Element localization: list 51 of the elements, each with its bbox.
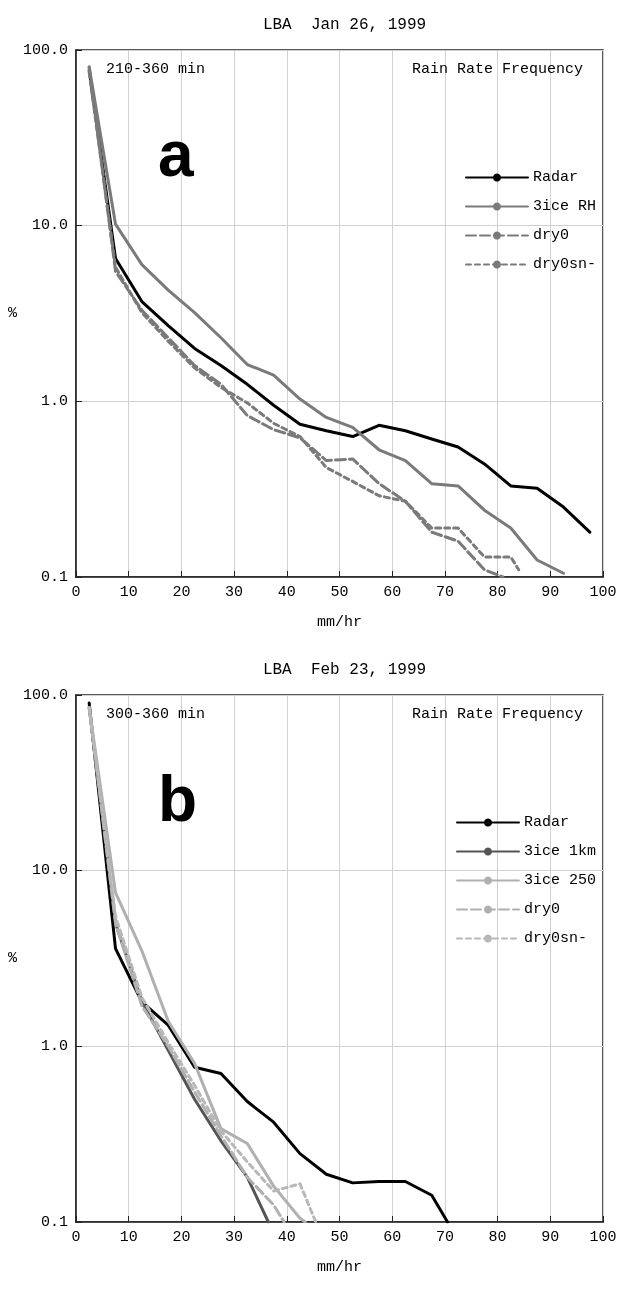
y-tick-label: 100.0	[22, 41, 68, 59]
x-tick-label: 30	[225, 1229, 244, 1246]
legend-label: Radar	[523, 814, 569, 831]
x-tick-label: 30	[225, 584, 244, 601]
chart-title: LBA Feb 23, 1999	[262, 661, 427, 679]
y-tick-label: 0.1	[40, 568, 68, 586]
annotation: b	[158, 763, 198, 835]
x-tick-label: 10	[119, 584, 138, 601]
x-tick-label: 40	[277, 1229, 296, 1246]
annotation: Rain Rate Frequency	[411, 61, 583, 78]
y-tick-label: 1.0	[40, 392, 68, 410]
x-tick-label: 40	[277, 584, 296, 601]
x-axis-title: mm/hr	[316, 614, 363, 631]
legend-label: Radar	[532, 169, 579, 186]
legend-label: dry0sn-	[523, 930, 587, 947]
x-tick-label: 60	[383, 584, 402, 601]
x-tick-label: 80	[488, 1229, 507, 1246]
legend-label: 3ice 1km	[523, 843, 596, 860]
y-tick-label: 10.0	[31, 862, 68, 880]
y-tick-label: 100.0	[22, 686, 68, 704]
y-tick-label: 1.0	[40, 1037, 68, 1055]
x-tick-label: 0	[71, 584, 81, 601]
x-tick-label: 70	[435, 1229, 454, 1246]
y-tick-label: 10.0	[31, 217, 68, 235]
legend-label: dry0sn-	[532, 256, 597, 273]
annotation: 210-360 min	[106, 61, 206, 78]
x-tick-label: 90	[541, 1229, 560, 1246]
y-axis-title: %	[8, 950, 19, 967]
legend-label: dry0	[523, 901, 560, 918]
x-tick-label: 50	[330, 1229, 349, 1246]
x-tick-label: 0	[71, 1229, 81, 1246]
x-tick-label: 100	[589, 1229, 617, 1246]
chart-title: LBA Jan 26, 1999	[262, 16, 427, 34]
legend-label: dry0	[532, 227, 570, 244]
x-tick-label: 100	[589, 584, 617, 601]
x-tick-label: 60	[383, 1229, 402, 1246]
legend-label: 3ice RH	[532, 198, 597, 215]
x-tick-label: 20	[172, 1229, 191, 1246]
x-tick-label: 20	[172, 584, 191, 601]
legend-label: 3ice 250	[523, 872, 596, 889]
x-tick-label: 90	[541, 584, 560, 601]
x-tick-label: 50	[330, 584, 349, 601]
x-tick-label: 80	[488, 584, 507, 601]
annotation: a	[158, 118, 194, 190]
y-tick-label: 0.1	[40, 1213, 68, 1231]
x-tick-label: 10	[119, 1229, 138, 1246]
x-axis-title: mm/hr	[316, 1259, 363, 1276]
annotation: 300-360 min	[106, 706, 206, 723]
y-axis-title: %	[8, 305, 19, 322]
x-tick-label: 70	[435, 584, 454, 601]
annotation: Rain Rate Frequency	[411, 706, 583, 723]
